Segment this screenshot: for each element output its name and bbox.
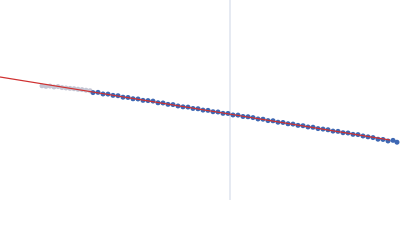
data-point <box>394 139 400 145</box>
chart <box>0 0 400 200</box>
fit-line <box>0 76 391 141</box>
data-point <box>390 137 396 143</box>
page: {"chart_data": {"type": "scatter", "xlim… <box>0 0 400 200</box>
